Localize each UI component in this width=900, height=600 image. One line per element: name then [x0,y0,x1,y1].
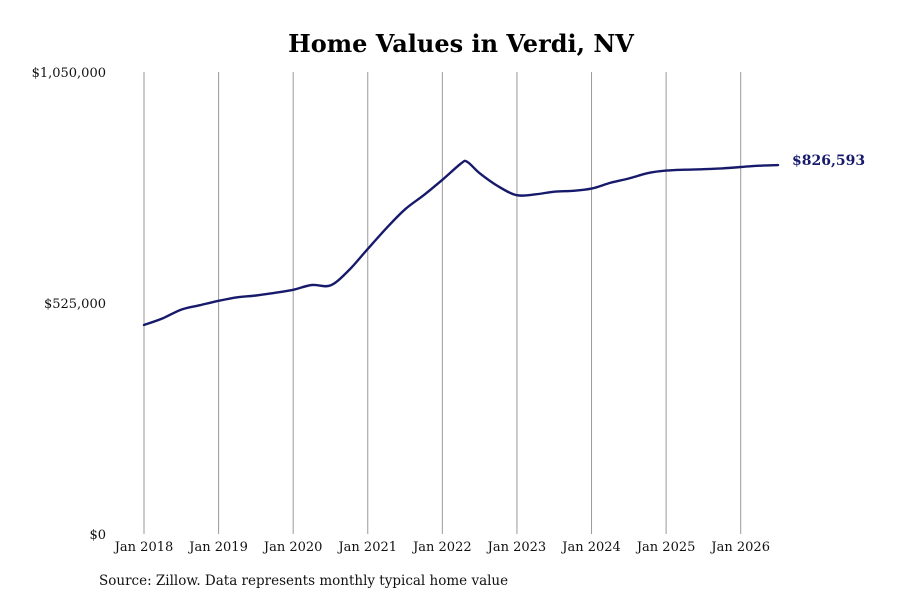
y-axis-ticks: $0 $525,000 $1,050,000 [32,66,106,543]
y-tick-label: $0 [89,528,106,543]
x-axis-ticks: Jan 2018 Jan 2019 Jan 2020 Jan 2021 Jan 2022… [113,540,770,555]
end-value-label: $826,593 [792,153,865,169]
x-tick-label: Jan 2018 [113,540,174,555]
x-tick-label: Jan 2025 [635,540,696,555]
series-group: $826,593 [142,153,865,327]
gridlines [143,72,742,534]
x-tick-label: Jan 2024 [560,540,621,555]
x-tick-label: Jan 2021 [336,540,397,555]
x-tick-label: Jan 2026 [709,540,770,555]
y-tick-label: $1,050,000 [32,66,106,81]
chart-title: Home Values in Verdi, NV [288,29,634,58]
source-note: Source: Zillow. Data represents monthly … [99,573,509,589]
x-tick-label: Jan 2022 [411,540,472,555]
y-tick-label: $525,000 [44,297,106,312]
x-tick-label: Jan 2019 [187,540,248,555]
x-tick-label: Jan 2020 [262,540,323,555]
x-tick-label: Jan 2023 [486,540,547,555]
series-line [142,159,780,327]
